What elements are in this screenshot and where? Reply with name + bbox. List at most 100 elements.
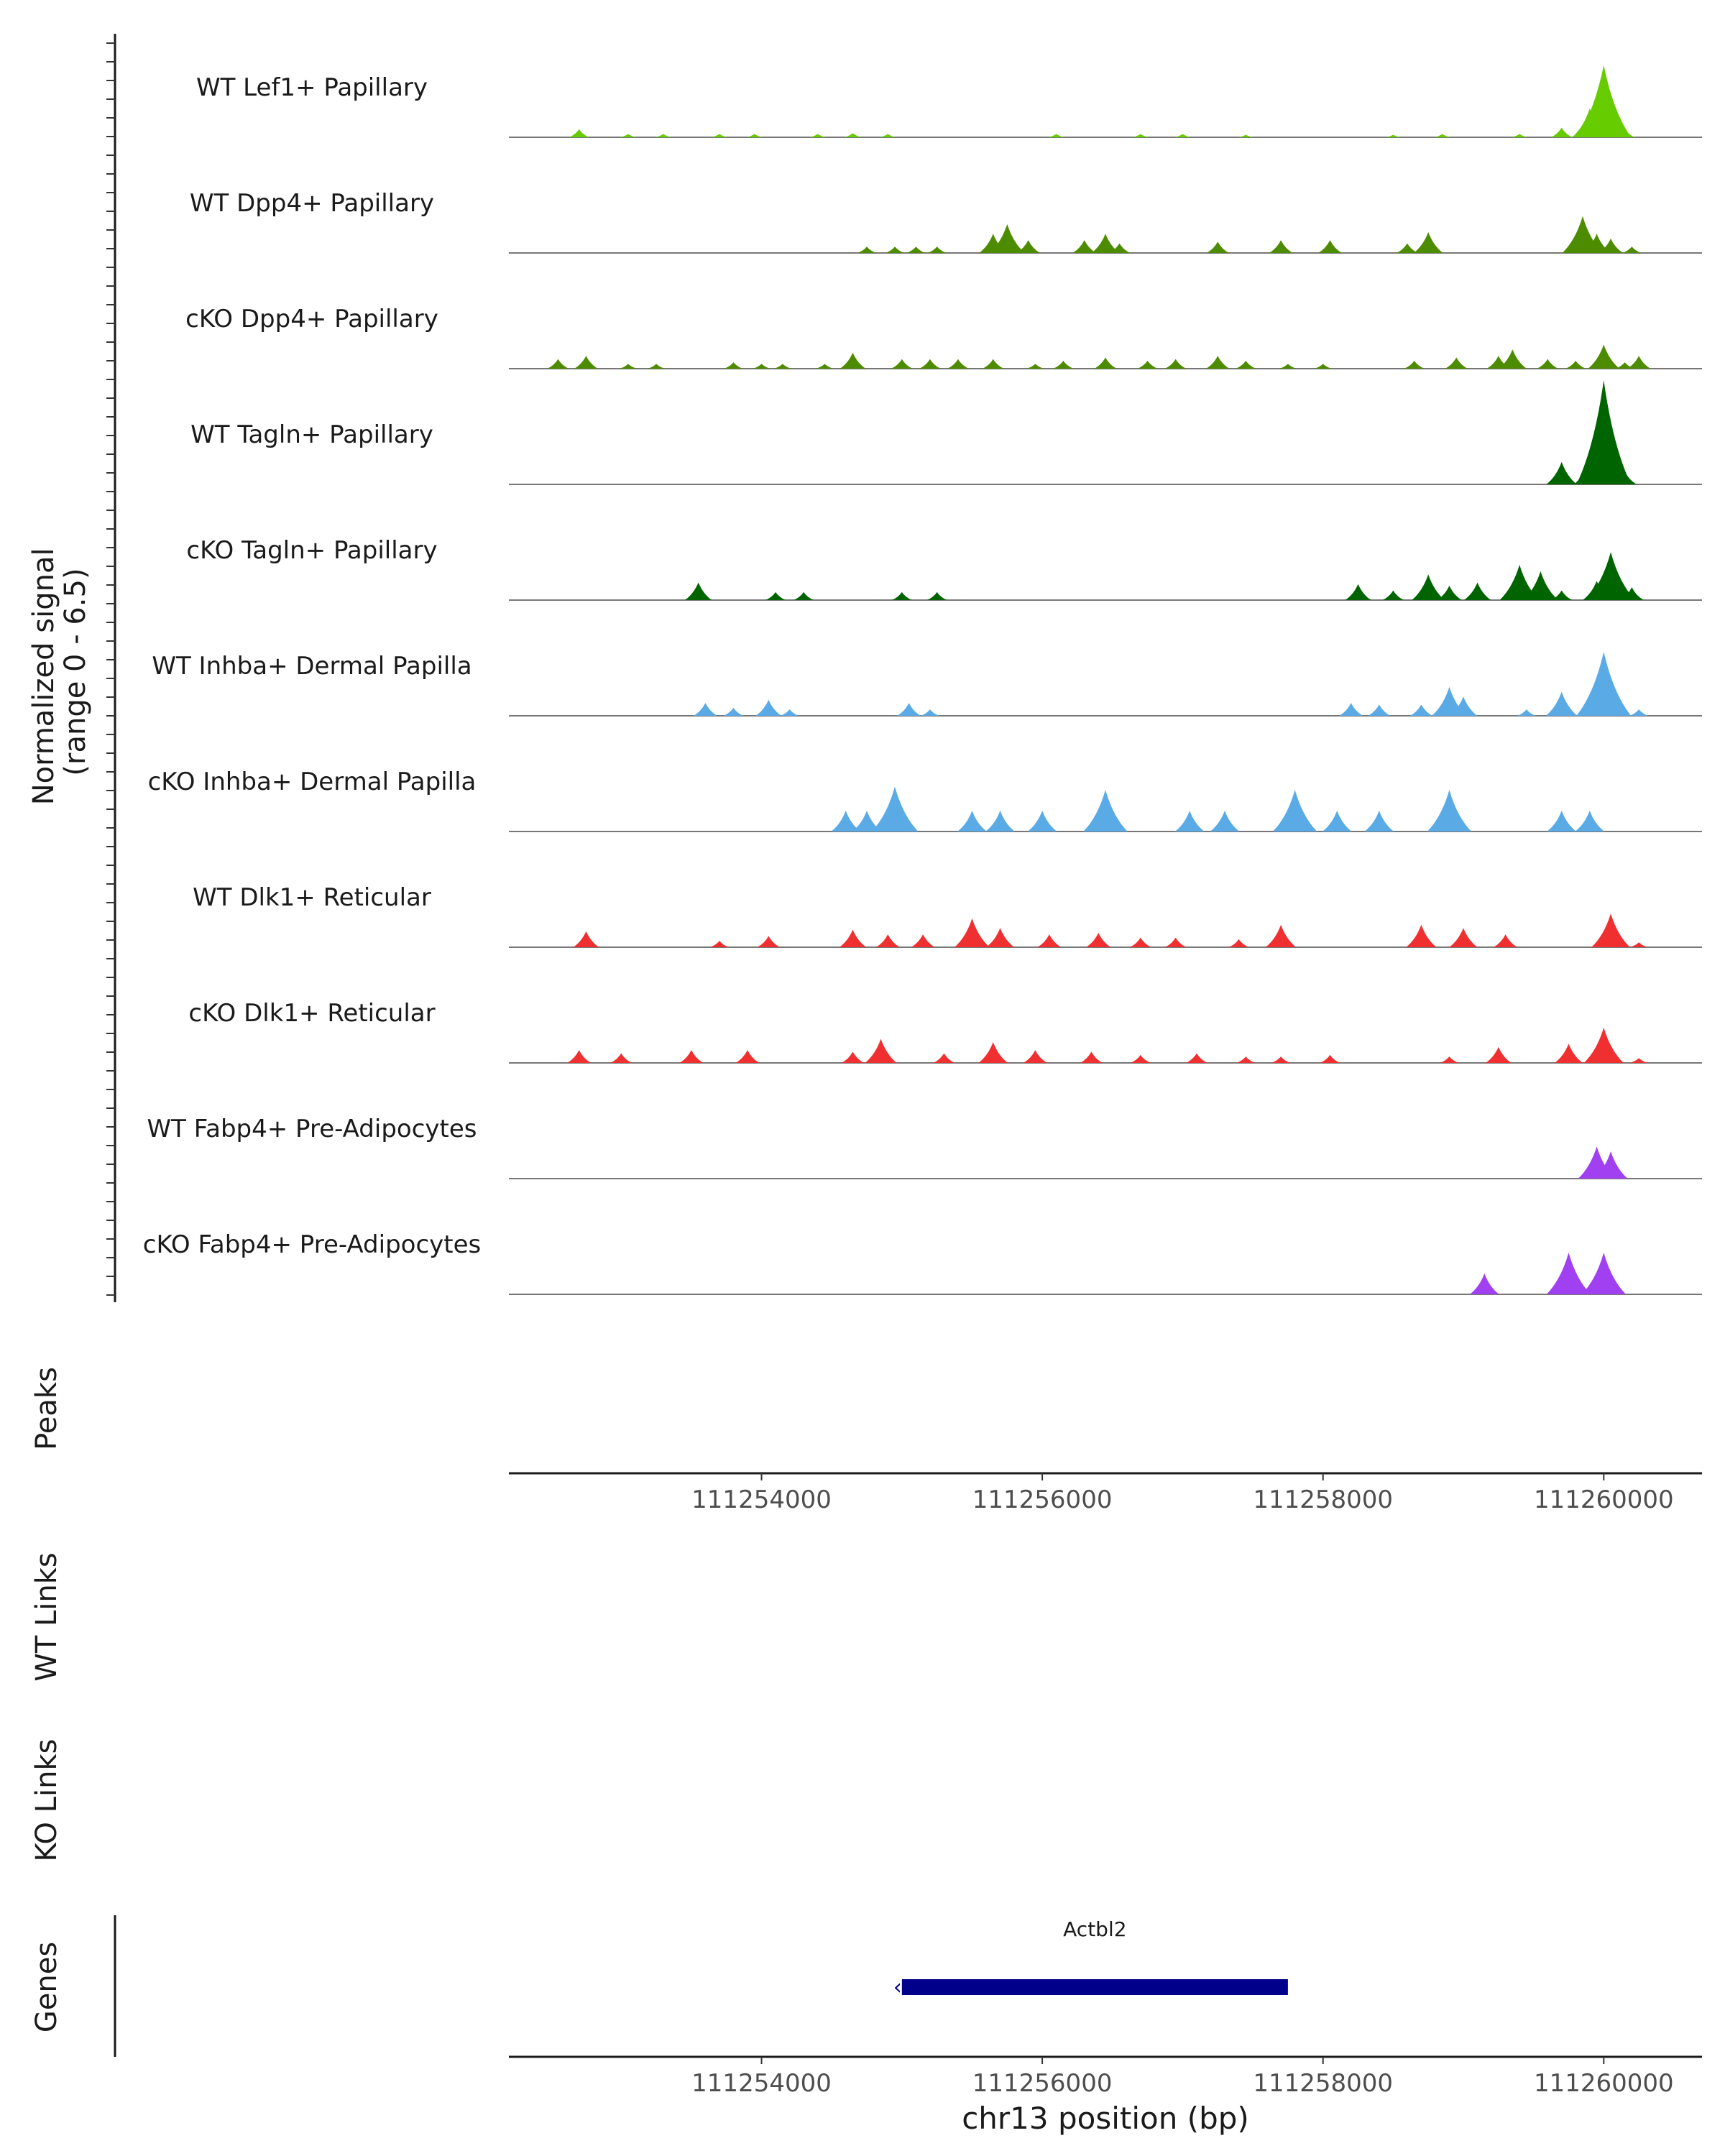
strand-marker: ‹ xyxy=(893,1975,902,2000)
y-axis-label-line-1: Normalized signal xyxy=(27,548,60,805)
signal-peak xyxy=(1053,360,1074,369)
signal-peak xyxy=(709,941,730,947)
signal-peak xyxy=(1404,360,1425,369)
signal-peak xyxy=(1434,134,1451,137)
x-tick-label: 111260000 xyxy=(1534,2069,1674,2098)
signal-peak xyxy=(753,364,770,369)
signal-peak xyxy=(1576,651,1632,716)
track: cKO Dpp4+ Papillary xyxy=(185,305,1702,369)
signal-peak xyxy=(1576,380,1632,484)
signal-peak xyxy=(619,364,638,369)
signal-peak xyxy=(985,811,1015,831)
x-tick-label: 111256000 xyxy=(972,2069,1113,2098)
signal-peak xyxy=(573,931,599,947)
signal-peak xyxy=(1236,1056,1256,1063)
x-tick-label: 111258000 xyxy=(1253,1485,1393,1514)
track-label: WT Dlk1+ Reticular xyxy=(193,883,431,912)
signal-peak xyxy=(684,582,712,600)
y-axis-ticks xyxy=(106,42,115,1296)
track: WT Dlk1+ Reticular xyxy=(193,883,1702,948)
y-axis-label-line-2: (range 0 - 6.5) xyxy=(59,568,92,775)
signal-peak xyxy=(711,134,728,137)
signal-peak xyxy=(1086,932,1111,947)
signal-peak xyxy=(978,1042,1008,1063)
signal-peak xyxy=(1314,364,1333,369)
signal-peak xyxy=(1228,939,1249,947)
signal-peak xyxy=(746,134,763,137)
signal-peak xyxy=(1545,691,1578,716)
signal-peak xyxy=(1409,704,1433,716)
signal-peak xyxy=(735,1050,760,1063)
signal-peak xyxy=(1583,1027,1624,1063)
signal-peak xyxy=(780,709,799,716)
signal-peak xyxy=(1320,1054,1340,1063)
signal-peak xyxy=(1582,234,1611,253)
peaks-track-label: Peaks xyxy=(30,1367,63,1450)
signal-peak xyxy=(1588,344,1620,369)
signal-peak xyxy=(765,591,786,600)
signal-peak xyxy=(1523,571,1558,600)
signal-peak xyxy=(1511,134,1528,137)
signal-peak xyxy=(1546,461,1577,484)
signal-peak xyxy=(1174,134,1192,137)
signal-peak xyxy=(1440,1056,1459,1063)
signal-peak xyxy=(1271,1056,1291,1063)
signal-peak xyxy=(1137,360,1158,369)
signal-peak xyxy=(852,811,882,831)
signal-peak xyxy=(547,359,569,369)
track-label: WT Tagln+ Papillary xyxy=(190,420,433,449)
track: WT Lef1+ Papillary xyxy=(196,65,1702,138)
track: WT Inhba+ Dermal Papilla xyxy=(152,651,1702,717)
signal-peak xyxy=(620,134,637,137)
signal-peak xyxy=(647,364,666,369)
signal-peak xyxy=(1174,811,1205,831)
coverage-tracks: WT Lef1+ Papillary WT Dpp4+ Papillary cKO … xyxy=(143,65,1702,1295)
signal-peak xyxy=(927,247,947,253)
wt-links-track-label: WT Links xyxy=(30,1552,63,1681)
track-label: cKO Dpp4+ Papillary xyxy=(185,305,438,333)
signal-peak xyxy=(1406,924,1437,947)
signal-peak xyxy=(1382,590,1404,600)
signal-peak xyxy=(569,129,589,137)
ko-links-track-label: KO Links xyxy=(30,1739,63,1862)
signal-peak xyxy=(1345,584,1371,600)
x-tick-label: 111256000 xyxy=(972,1485,1113,1514)
signal-peak xyxy=(1494,934,1517,947)
signal-peak xyxy=(1437,585,1462,600)
signal-peak xyxy=(655,134,672,137)
track: cKO Dlk1+ Reticular xyxy=(188,999,1702,1064)
track-label: WT Fabp4+ Pre-Adipocytes xyxy=(147,1115,477,1143)
track: WT Dpp4+ Papillary xyxy=(190,189,1702,254)
track-label: cKO Dlk1+ Reticular xyxy=(188,999,435,1028)
signal-peak xyxy=(567,1050,592,1063)
signal-peak xyxy=(1026,364,1044,369)
signal-peak xyxy=(1546,1253,1591,1294)
genes-track-label: Genes xyxy=(30,1942,63,2032)
track: cKO Inhba+ Dermal Papilla xyxy=(148,768,1702,832)
signal-peak xyxy=(1238,134,1254,137)
signal-peak xyxy=(844,133,862,137)
signal-peak xyxy=(755,699,782,716)
signal-peak xyxy=(989,224,1025,253)
signal-peak xyxy=(1027,811,1057,831)
signal-peak xyxy=(954,918,990,947)
signal-peak xyxy=(1550,590,1573,600)
gene-label: Actbl2 xyxy=(1063,1917,1126,1941)
signal-peak xyxy=(694,703,717,716)
track-label: WT Inhba+ Dermal Papilla xyxy=(152,652,472,681)
signal-peak xyxy=(1463,582,1491,600)
signal-peak xyxy=(1619,587,1644,600)
signal-peak xyxy=(1627,356,1651,369)
signal-peak xyxy=(1037,934,1062,947)
track: WT Fabp4+ Pre-Adipocytes xyxy=(147,1115,1702,1179)
signal-peak xyxy=(773,364,792,369)
signal-peak xyxy=(1164,359,1187,369)
signal-peak xyxy=(1576,65,1632,137)
signal-peak xyxy=(1091,234,1120,253)
signal-peak xyxy=(840,352,866,369)
signal-peak xyxy=(1537,359,1558,369)
signal-peak xyxy=(1593,1151,1628,1179)
signal-peak xyxy=(757,936,780,947)
signal-peak xyxy=(1206,241,1229,253)
